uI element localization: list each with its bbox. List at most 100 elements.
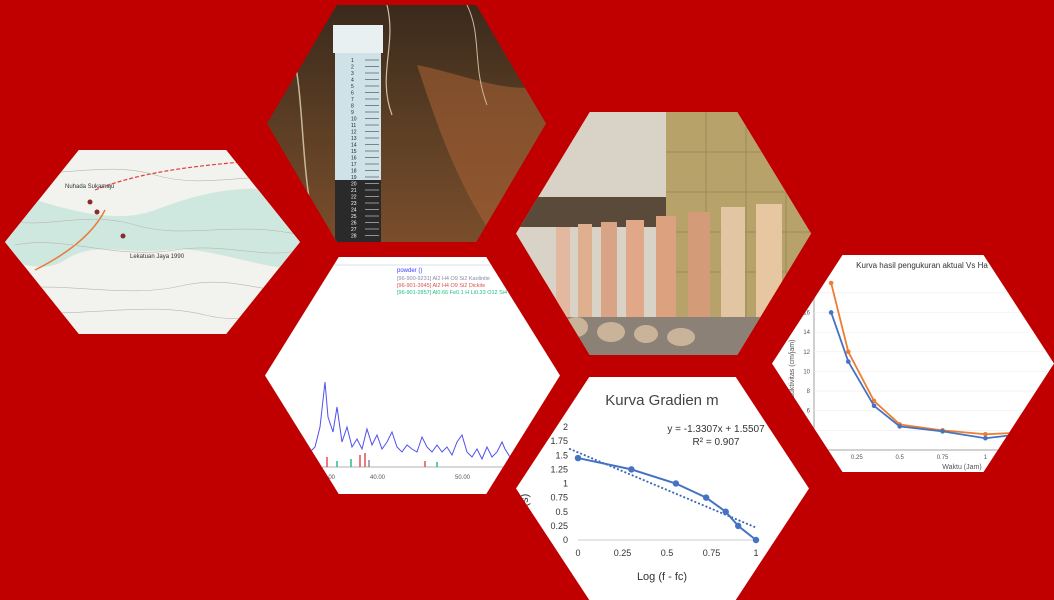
conductivity-y-tick-label: 14 bbox=[803, 330, 810, 336]
soil-profile-photo-tile: 1 2 3 4 5 6 7 8 9 10 11 12 13 14 15 16 17 18 19 20 21 22 23 24 2… bbox=[267, 5, 546, 242]
ruler-tick-label: 2 bbox=[351, 65, 354, 71]
conductivity-x-tick-label: 1.25 bbox=[1022, 455, 1034, 461]
ruler-tick-label: 18 bbox=[351, 169, 357, 175]
ruler-tick-label: 10 bbox=[351, 117, 357, 123]
conductivity-chart-tile: Kurva hasil pengukuran aktual Vs Ha Wakt… bbox=[772, 255, 1054, 472]
soil-profile-photo: 1234567891011121314151617181920212223242… bbox=[267, 5, 546, 242]
ruler-tick-label: 5 bbox=[351, 84, 354, 90]
conductivity-y-tick-label: 8 bbox=[807, 389, 811, 395]
ruler-tick-label: 7 bbox=[351, 97, 354, 103]
conductivity-data-point bbox=[983, 431, 988, 437]
gradient-x-tick-label: 0.75 bbox=[703, 548, 721, 558]
topographic-map-tile: Nuhada Sukamaju Lekatuan Jaya 1990 bbox=[5, 150, 300, 334]
lab-sedimentation-photo-tile bbox=[516, 112, 811, 355]
conductivity-y-tick-label: 6 bbox=[807, 409, 811, 415]
ruler-tick-label: 16 bbox=[351, 156, 357, 162]
ruler-tick-label: 26 bbox=[351, 221, 357, 227]
ruler-tick-label: 27 bbox=[351, 227, 357, 233]
conductivity-x-axis-label: Waktu (Jam) bbox=[942, 464, 981, 471]
ruler-tick-label: 9 bbox=[351, 110, 354, 116]
gradient-data-point bbox=[628, 466, 635, 473]
ruler-tick-label: 15 bbox=[351, 149, 357, 155]
gradient-x-tick-label: 1 bbox=[753, 548, 758, 558]
conductivity-y-tick-label: 10 bbox=[803, 369, 810, 375]
gradient-x-tick-label: 0.5 bbox=[661, 548, 674, 558]
conductivity-data-point bbox=[897, 424, 903, 429]
gradient-y-tick-label: 0.75 bbox=[550, 493, 568, 503]
ruler-tick-label: 12 bbox=[351, 130, 357, 136]
conductivity-data-point bbox=[828, 310, 834, 315]
gradient-y-tick-label: 0.25 bbox=[550, 521, 568, 531]
conductivity-data-point bbox=[845, 349, 851, 355]
ruler-tick-label: 23 bbox=[351, 201, 357, 207]
gradient-x-axis-label: Log (f - fc) bbox=[637, 571, 687, 583]
gradient-r-squared: R² = 0.907 bbox=[693, 437, 740, 448]
gradient-x-tick-label: 0 bbox=[575, 548, 580, 558]
ruler-tick-label: 22 bbox=[351, 195, 357, 201]
gradient-y-tick-label: 1.75 bbox=[550, 436, 568, 446]
ruler-tick-label: 28 bbox=[351, 234, 357, 240]
conductivity-y-tick-label: 16 bbox=[803, 310, 810, 316]
gradient-y-tick-label: 1.5 bbox=[555, 450, 568, 460]
gradient-y-tick-label: 1.25 bbox=[550, 464, 568, 474]
ruler-tick-label: 11 bbox=[351, 123, 356, 129]
xrd-legend-3: [96-901-3945] Al2 H4 O9 Si2 Dickite bbox=[397, 283, 485, 289]
conductivity-x-tick-label: 0.5 bbox=[896, 455, 905, 461]
conductivity-y-tick-label: 12 bbox=[803, 350, 810, 356]
gradient-data-point bbox=[574, 454, 582, 462]
gradient-y-tick-label: 1 bbox=[563, 479, 568, 489]
ruler-tick-label: 13 bbox=[351, 136, 357, 142]
conductivity-chart-title: Kurva hasil pengukuran aktual Vs Ha bbox=[856, 261, 988, 270]
conductivity-data-point bbox=[828, 280, 834, 286]
conductivity-x-tick-label: 0.75 bbox=[937, 455, 949, 461]
ruler-tick-label: 21 bbox=[351, 188, 357, 194]
xrd-tick-3: 50.00 bbox=[455, 475, 471, 481]
gradient-chart-title: Kurva Gradien m bbox=[605, 392, 718, 409]
conductivity-data-point bbox=[871, 403, 877, 409]
ruler-tick-label: 1 bbox=[351, 58, 354, 64]
map-place-label-1: Nuhada Sukamaju bbox=[65, 184, 114, 190]
gradient-data-point bbox=[702, 494, 710, 501]
gradient-data-point bbox=[735, 522, 742, 530]
ruler-tick-label: 3 bbox=[351, 71, 354, 77]
gradient-y-tick-label: 0.5 bbox=[555, 507, 568, 517]
gradient-y-tick-label: 0 bbox=[563, 535, 568, 545]
lab-sedimentation-photo bbox=[516, 112, 811, 355]
ruler-tick-label: 8 bbox=[351, 104, 354, 110]
gradient-data-point bbox=[722, 508, 729, 515]
ruler-tick-label: 4 bbox=[351, 78, 354, 84]
xrd-pattern-plot: powder () [96-900-9231] Al2 H4 O9 Si2 Ka… bbox=[265, 257, 560, 494]
ruler-tick-label: 19 bbox=[351, 175, 357, 181]
ruler-tick-label: 6 bbox=[351, 91, 354, 97]
xrd-intensity-line bbox=[309, 381, 516, 461]
xrd-legend-4: [96-901-2857] Al0.66 Fe0.1 H Li0.33 O12 … bbox=[397, 290, 507, 296]
conductivity-data-point bbox=[1025, 431, 1031, 436]
conductivity-y-tick-label: 18 bbox=[803, 291, 810, 297]
conductivity-y-axis-label: Konduktivitas (cm/jam) bbox=[789, 340, 796, 411]
xrd-tick-2: 40.00 bbox=[370, 475, 386, 481]
gradient-trend-equation: y = -1.3307x + 1.5507 bbox=[667, 424, 765, 435]
ruler-tick-label: 25 bbox=[351, 214, 357, 220]
ruler-tick-label: 20 bbox=[351, 182, 357, 188]
measuring-ruler bbox=[333, 25, 383, 242]
gradient-y-tick-label: 2 bbox=[563, 422, 568, 432]
conductivity-data-point bbox=[983, 435, 988, 441]
conductivity-data-point bbox=[940, 429, 945, 434]
xrd-legend-2: [96-900-9231] Al2 H4 O9 Si2 Kaolinite bbox=[397, 276, 490, 282]
gradient-data-point bbox=[672, 480, 680, 487]
gradient-chart-tile: Kurva Gradien m y = -1.3307x + 1.5507 R²… bbox=[516, 377, 809, 600]
xrd-tick-1: 20.00 bbox=[320, 475, 336, 481]
gradient-chart: Kurva Gradien m y = -1.3307x + 1.5507 R²… bbox=[516, 377, 809, 600]
conductivity-y-tick-label: 4 bbox=[807, 428, 811, 434]
topographic-map-image: Nuhada Sukamaju Lekatuan Jaya 1990 bbox=[5, 150, 300, 334]
conductivity-data-point bbox=[845, 359, 851, 364]
ruler-tick-label: 17 bbox=[351, 162, 357, 168]
xrd-pattern-tile: powder () [96-900-9231] Al2 H4 O9 Si2 Ka… bbox=[265, 257, 560, 494]
xrd-reference-bars bbox=[326, 453, 438, 467]
conductivity-chart: Kurva hasil pengukuran aktual Vs Ha Wakt… bbox=[772, 255, 1054, 472]
gradient-x-tick-label: 0.25 bbox=[614, 548, 632, 558]
ruler-tick-label: 24 bbox=[351, 208, 357, 214]
conductivity-x-tick-label: 1 bbox=[984, 455, 988, 461]
gradient-data-point bbox=[752, 536, 760, 544]
conductivity-data-point bbox=[1025, 430, 1031, 435]
